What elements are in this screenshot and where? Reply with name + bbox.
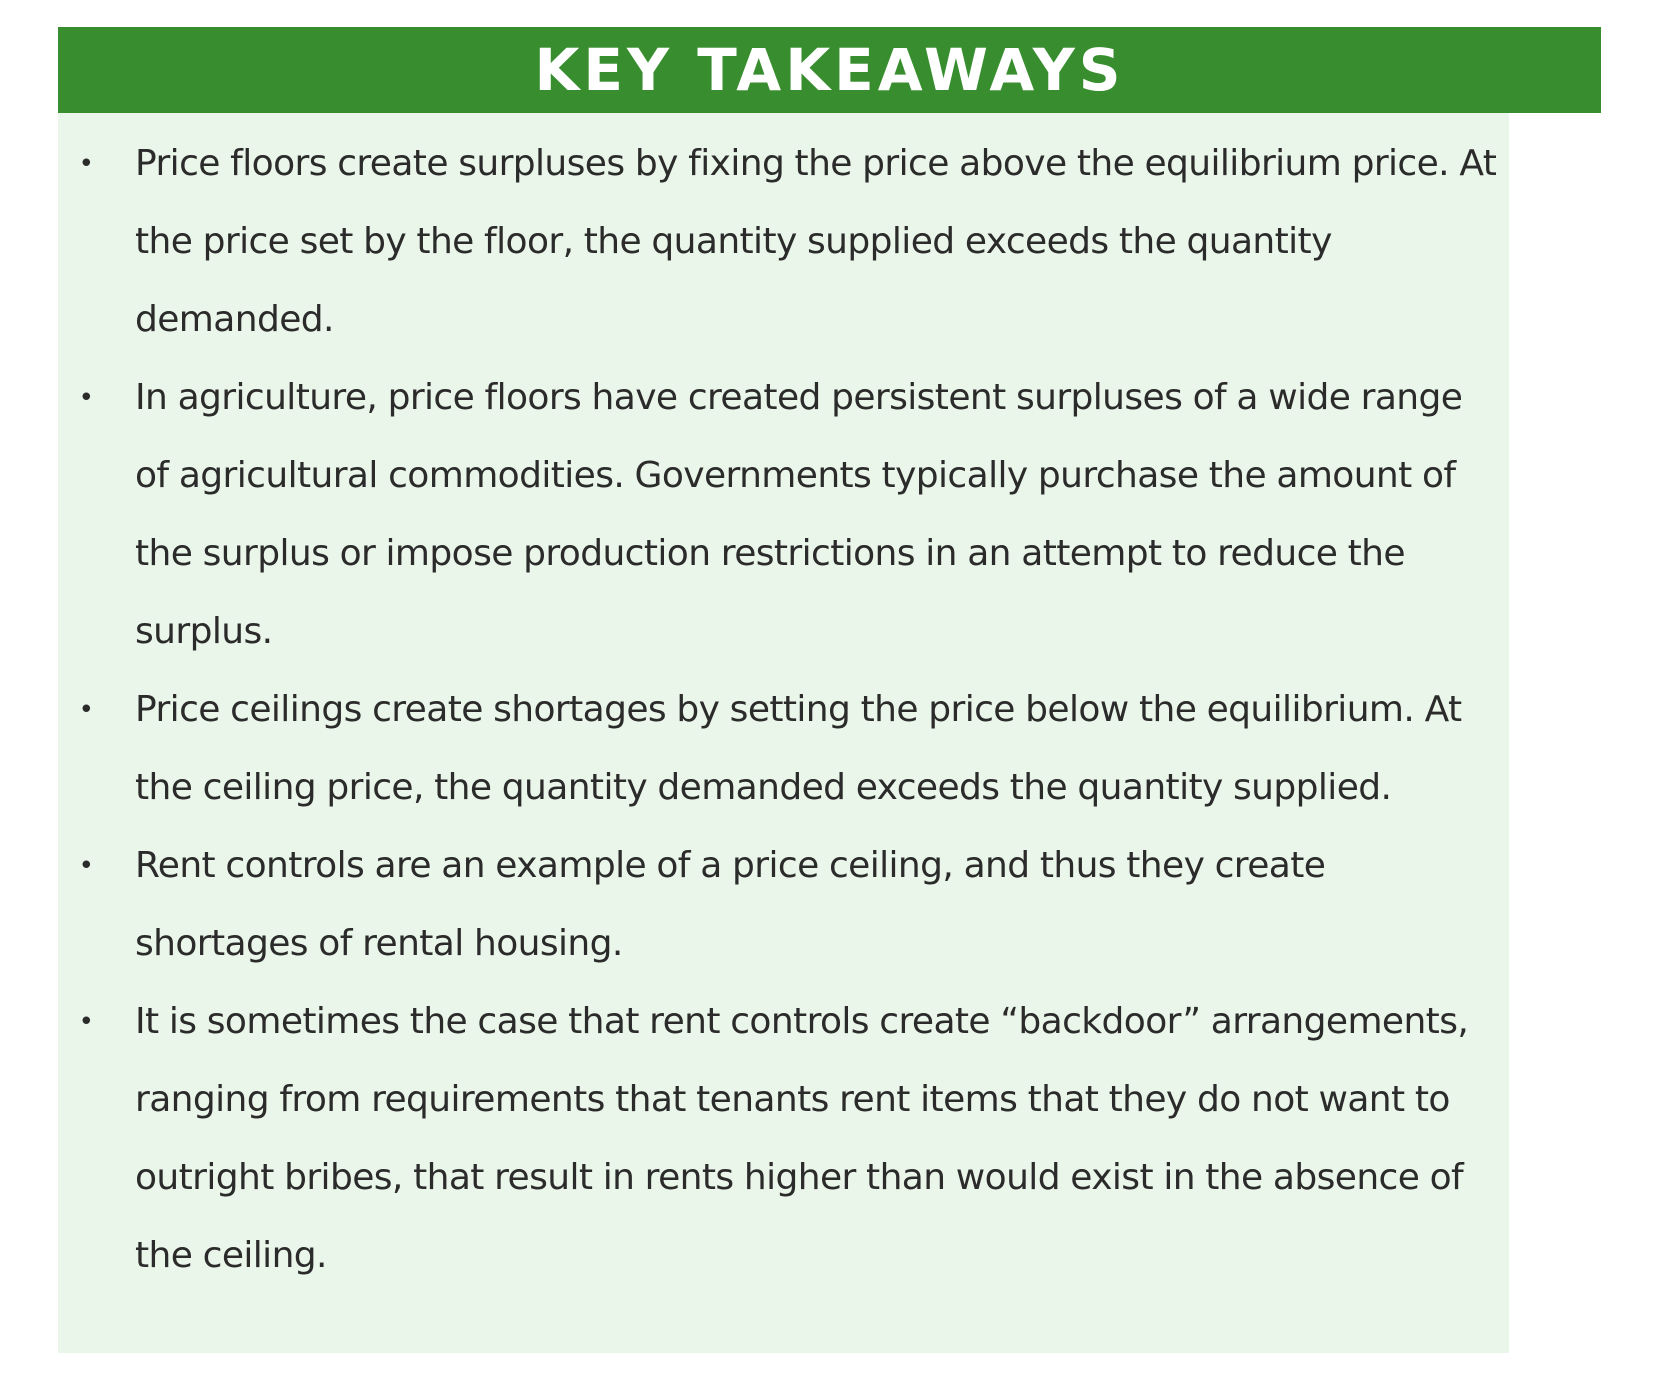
- takeaways-panel: • Price floors create surpluses by fixin…: [58, 113, 1509, 1353]
- takeaway-item: • Rent controls are an example of a pric…: [58, 827, 1509, 983]
- takeaway-text: Rent controls are an example of a price …: [135, 845, 1326, 964]
- header-title: KEY TAKEAWAYS: [534, 36, 1125, 104]
- takeaway-item: • It is sometimes the case that rent con…: [58, 983, 1509, 1295]
- bullet-icon: •: [78, 383, 94, 413]
- takeaway-text: Price floors create surpluses by fixing …: [135, 143, 1497, 340]
- takeaways-list: • Price floors create surpluses by fixin…: [58, 125, 1509, 1295]
- bullet-icon: •: [78, 851, 94, 881]
- takeaway-item: • Price ceilings create shortages by set…: [58, 671, 1509, 827]
- takeaway-text: It is sometimes the case that rent contr…: [135, 1001, 1469, 1276]
- takeaway-item: • In agriculture, price floors have crea…: [58, 359, 1509, 671]
- takeaway-text: In agriculture, price floors have create…: [135, 377, 1463, 652]
- takeaway-item: • Price floors create surpluses by fixin…: [58, 125, 1509, 359]
- bullet-icon: •: [78, 149, 94, 179]
- bullet-icon: •: [78, 695, 94, 725]
- key-takeaways-header: KEY TAKEAWAYS: [58, 27, 1601, 113]
- takeaway-text: Price ceilings create shortages by setti…: [135, 689, 1462, 808]
- bullet-icon: •: [78, 1007, 94, 1037]
